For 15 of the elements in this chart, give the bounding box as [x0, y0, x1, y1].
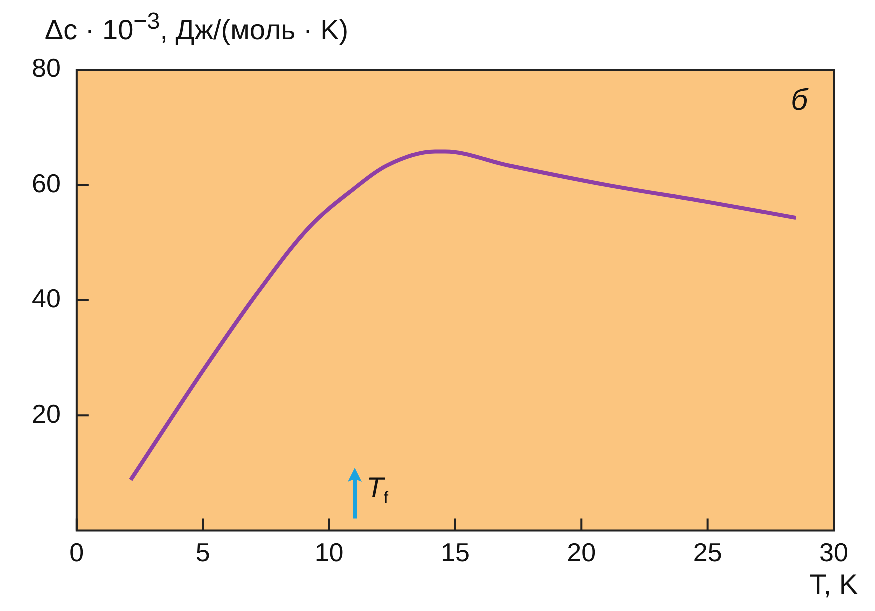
x-tick-label: 5	[196, 538, 210, 568]
x-tick-label: 15	[441, 538, 470, 568]
y-tick-label: 20	[32, 398, 61, 429]
y-axis-title: Δc · 10$^{−3}$, Дж/(моль · K)	[44, 8, 349, 46]
annotation: T$_{f}$	[366, 472, 389, 509]
x-tick-label: 30	[820, 538, 848, 568]
x-axis-title: T, K	[810, 568, 858, 601]
x-tick-label: 0	[70, 538, 84, 568]
y-tick-label: 60	[32, 168, 61, 198]
annotation: б	[791, 84, 808, 118]
y-tick-label: 40	[32, 284, 61, 314]
x-tick-label: 10	[314, 538, 344, 568]
x-tick-label: 20	[567, 538, 596, 568]
x-tick-label: 25	[693, 538, 722, 568]
y-tick-label: 80	[32, 53, 61, 84]
